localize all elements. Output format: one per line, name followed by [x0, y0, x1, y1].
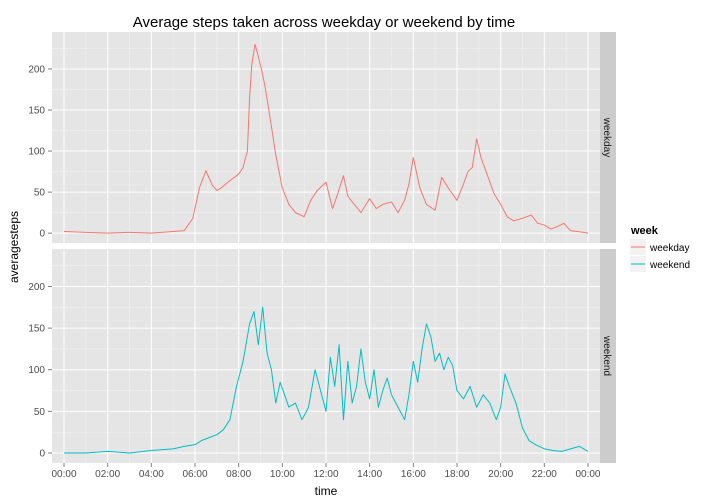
x-tick-label: 22:00 [532, 469, 557, 480]
y-axis-label: averagesteps [7, 211, 21, 283]
legend-label-weekday: weekday [649, 243, 689, 254]
y-tick-label: 0 [39, 449, 45, 460]
strip-weekend [600, 249, 616, 463]
y-tick-label: 150 [28, 324, 45, 335]
x-tick-label: 16:00 [401, 469, 426, 480]
y-tick-label: 200 [28, 282, 45, 293]
strip-label-weekend: weekend [601, 335, 612, 376]
chart-title: Average steps taken across weekday or we… [133, 14, 515, 31]
legend-title: week [630, 225, 659, 237]
y-tick-label: 150 [28, 105, 45, 116]
y-tick-label: 50 [34, 188, 46, 199]
x-tick-label: 08:00 [226, 469, 251, 480]
x-tick-label: 06:00 [182, 469, 207, 480]
strip-label-weekday: weekday [601, 117, 612, 157]
x-tick-label: 20:00 [488, 469, 513, 480]
x-tick-label: 00:00 [51, 469, 76, 480]
x-tick-label: 14:00 [357, 469, 382, 480]
x-tick-label: 02:00 [95, 469, 120, 480]
y-tick-label: 0 [39, 229, 45, 240]
series-line-weekday [63, 43, 589, 234]
series-lines [63, 43, 589, 454]
y-tick-label: 100 [28, 147, 45, 158]
legend-label-weekend: weekend [649, 260, 690, 271]
x-tick-label: 18:00 [444, 469, 469, 480]
y-tick-label: 50 [34, 407, 46, 418]
grid-lines [52, 32, 600, 463]
y-tick-label: 200 [28, 64, 45, 75]
series-line-weekend [64, 306, 589, 454]
x-tick-label: 00:00 [575, 469, 600, 480]
legend: week weekday weekend [630, 225, 690, 272]
x-tick-label: 12:00 [313, 469, 338, 480]
x-axis-label: time [315, 484, 338, 498]
x-tick-label: 04:00 [139, 469, 164, 480]
y-tick-label: 100 [28, 365, 45, 376]
x-tick-label: 10:00 [270, 469, 295, 480]
strip-weekday [600, 32, 616, 243]
axis-ticks: 0 50 100 150 200 0 50 100 150 200 00:00 02:00 04:00 0… [28, 64, 601, 480]
